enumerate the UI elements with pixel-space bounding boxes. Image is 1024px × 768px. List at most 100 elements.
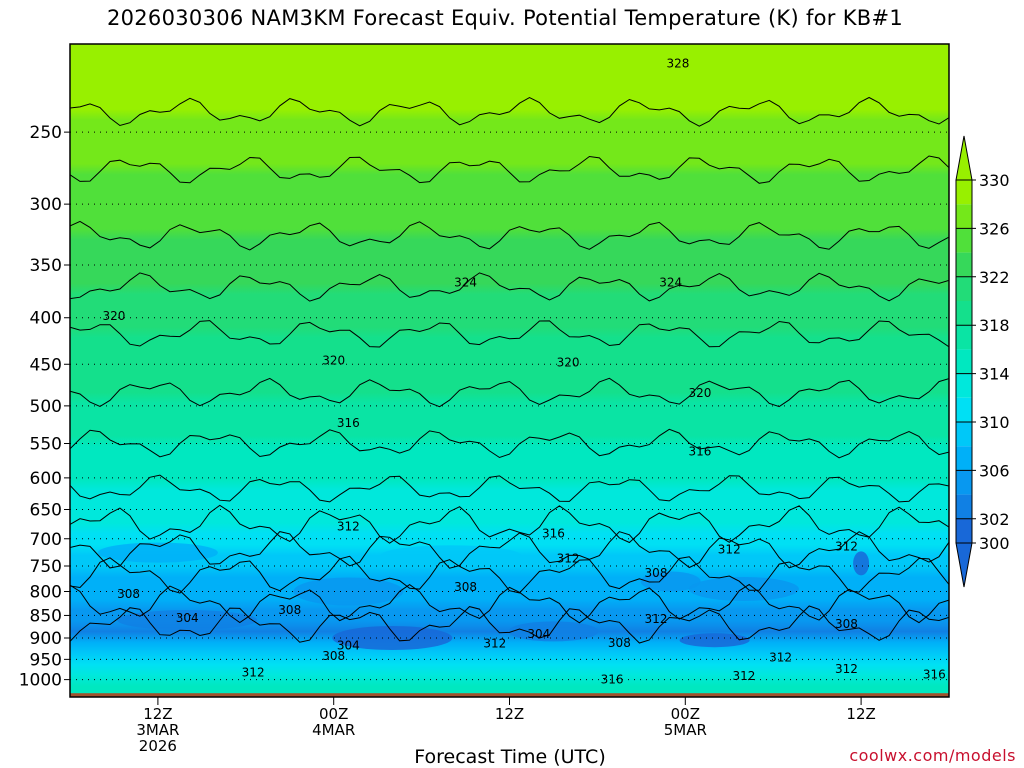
contour-label: 308 [454,580,477,594]
colorbar-bin [956,276,972,301]
colorbar-tick-label: 322 [979,268,1010,287]
x-tick-label: 00Z [319,705,348,723]
pressure-gridlines [70,131,949,681]
contour-label: 308 [278,603,301,617]
y-tick-label: 900 [30,629,62,649]
y-tick-label: 650 [30,500,62,520]
contour-label: 324 [659,276,682,290]
contour-label: 316 [542,527,565,541]
chart-title: 2026030306 NAM3KM Forecast Equiv. Potent… [106,6,904,30]
contour-label: 312 [337,520,360,534]
colorbar-tick-label: 306 [979,461,1010,480]
colorbar-tick-label: 326 [979,219,1010,238]
contour-label: 312 [483,637,506,651]
y-tick-label: 950 [30,650,62,670]
theta-field [70,44,949,697]
contour-label: 304 [337,638,360,652]
contour-label: 312 [557,552,580,566]
y-tick-label: 250 [30,123,62,143]
colorbar-tick-label: 330 [979,171,1010,190]
colorbar-bin [956,301,972,326]
low-theta-pocket [688,577,799,602]
contour-324 [70,220,949,251]
colorbar: 330 326 322 318 314 310 306 302 300 [955,135,1010,588]
contour-label: 304 [527,627,550,641]
site-credit: coolwx.com/models [849,746,1016,765]
contour-label: 308 [322,649,345,663]
x-tick-label: 4MAR [312,721,355,739]
contour-label: 320 [322,354,345,368]
colorbar-bin [956,252,972,277]
contour-320 [70,320,949,348]
colorbar-top-arrow [955,135,973,181]
y-tick-label: 550 [30,435,62,455]
low-theta-pocket [679,633,750,648]
x-tick-label: 2026 [139,737,177,755]
contour-308 [70,555,949,594]
contour-label: 312 [835,540,858,554]
low-theta-pocket [380,545,521,566]
y-tick-label: 400 [30,309,62,329]
y-tick-label: 1000 [19,671,62,691]
colorbar-bin [956,470,972,495]
colorbar-bin [956,518,972,543]
contour-label: 312 [645,612,668,626]
contour-label: 320 [688,386,711,400]
contour-label: 308 [645,566,668,580]
contour-326 [70,155,949,184]
y-tick-label: 750 [30,557,62,577]
contour-310 [70,531,949,569]
contour-label: 312 [732,669,755,683]
contour-label: 316 [923,667,946,681]
contour-label: 312 [242,665,265,679]
y-tick-label: 350 [30,256,62,276]
colorbar-bin [956,349,972,374]
x-tick-label: 12Z [143,705,172,723]
colorbar-tick-label: 310 [979,413,1010,432]
contour-label: 308 [117,587,140,601]
colorbar-bin [956,494,972,519]
contour-304 [70,605,949,644]
x-axis-label: Forecast Time (UTC) [414,746,606,768]
low-theta-pocket [332,626,453,651]
contour-318 [70,377,949,408]
colorbar-tick-label: 314 [979,365,1010,384]
y-tick-label: 500 [30,397,62,417]
y-tick-label: 450 [30,355,62,375]
y-tick-label: 700 [30,530,62,550]
x-tick-label: 00Z [671,705,700,723]
low-theta-pocket [640,571,701,592]
contour-label: 320 [102,309,125,323]
y-tick-label: 800 [30,582,62,602]
plot-field [70,44,949,697]
contour-label: 316 [688,444,711,458]
contour-label: 328 [667,56,690,70]
colorbar-bin [956,446,972,471]
contour-label: 308 [835,617,858,631]
contour-label: 316 [337,416,360,430]
contour-label: 324 [454,276,477,290]
colorbar-tick-label: 300 [979,534,1010,553]
colorbar-bottom-arrow [955,542,973,588]
contour-label: 312 [718,542,741,556]
colorbar-bin [956,397,972,422]
contour-312 [70,504,949,544]
y-tick-label: 850 [30,606,62,626]
colorbar-bin [956,204,972,229]
contour-328 [70,96,949,127]
ground-band [70,693,949,697]
low-theta-pocket [293,577,404,606]
colorbar-bin [956,422,972,447]
x-tick-label: 12Z [846,705,875,723]
colorbar-bin [956,180,972,205]
contour-labels: 328 324 324 320 320 320 320 316 316 312 316 312 312 3… [102,56,945,686]
contour-label: 316 [601,673,624,687]
contour-314 [70,474,949,503]
contour-lines [70,96,949,644]
contour-322 [70,272,949,302]
low-theta-pocket [853,551,870,576]
contour-label: 312 [769,650,792,664]
colorbar-bin [956,325,972,350]
low-theta-pocket [97,542,218,563]
